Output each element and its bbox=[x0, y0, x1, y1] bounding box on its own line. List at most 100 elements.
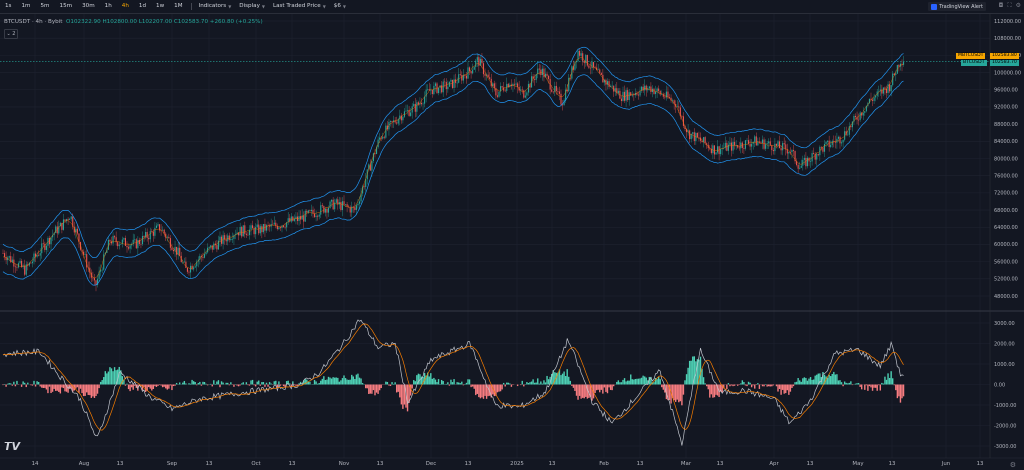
candle-body bbox=[526, 92, 528, 96]
candle-body bbox=[696, 132, 698, 138]
histogram-bar bbox=[561, 373, 564, 385]
histogram-bar bbox=[864, 384, 866, 390]
candle-body bbox=[848, 126, 850, 135]
histogram-bar bbox=[389, 384, 392, 387]
candle-body bbox=[300, 216, 302, 220]
histogram-bar bbox=[388, 384, 390, 386]
candle-body bbox=[783, 143, 785, 145]
candle-body bbox=[651, 88, 653, 92]
collapse-indicators-button[interactable]: ⌄ 2 bbox=[4, 29, 18, 39]
histogram-bar bbox=[659, 379, 661, 385]
histogram-bar bbox=[901, 384, 903, 399]
histogram-bar bbox=[761, 384, 764, 387]
histogram-bar bbox=[558, 369, 561, 385]
candle-body bbox=[436, 83, 438, 94]
histogram-bar bbox=[715, 384, 717, 395]
settings-icon[interactable]: ⚙ bbox=[1015, 2, 1021, 9]
price-axis-label: 100000.00 bbox=[994, 70, 1021, 76]
candle-body bbox=[672, 100, 674, 101]
candle-body bbox=[75, 228, 77, 233]
candle-body bbox=[84, 254, 86, 255]
histogram-bar bbox=[468, 379, 471, 385]
histogram-bar bbox=[199, 381, 201, 385]
candle-body bbox=[543, 68, 545, 78]
candle-body bbox=[535, 74, 537, 80]
candle-body bbox=[591, 62, 593, 69]
timeframe-1w[interactable]: 1w bbox=[156, 3, 165, 9]
timeframe-1h[interactable]: 1h bbox=[104, 3, 112, 9]
timeframe-1s[interactable]: 1s bbox=[5, 3, 12, 9]
candle-body bbox=[141, 236, 144, 245]
candle-body bbox=[664, 96, 666, 98]
candle-body bbox=[504, 90, 506, 92]
timeframe-15m[interactable]: 15m bbox=[59, 3, 73, 9]
histogram-bar bbox=[710, 384, 713, 395]
price-axis-label: 84000.00 bbox=[994, 139, 1018, 145]
candle-body bbox=[839, 136, 841, 144]
candle-body bbox=[768, 141, 770, 144]
histogram-bar bbox=[876, 384, 878, 391]
histogram-bar bbox=[502, 382, 505, 385]
candle-body bbox=[588, 65, 590, 68]
candle-body bbox=[569, 77, 571, 79]
tradingview-alert-button[interactable]: TradingView Alert bbox=[928, 2, 986, 11]
timeframe-30m[interactable]: 30m bbox=[82, 3, 95, 9]
candle-body bbox=[317, 215, 319, 217]
candle-body bbox=[408, 110, 410, 116]
candle-body bbox=[134, 239, 136, 241]
candle-body bbox=[28, 262, 30, 266]
timeframe-1d[interactable]: 1d bbox=[138, 3, 147, 9]
candle-body bbox=[129, 245, 131, 249]
osc-axis-label: 0.00 bbox=[994, 382, 1005, 388]
candle-body bbox=[307, 210, 309, 213]
price-type-dropdown[interactable]: Last Traded Price ▼ bbox=[269, 0, 330, 13]
chart-settings-icon[interactable]: ⚙ bbox=[1009, 461, 1016, 469]
histogram-bar bbox=[456, 382, 458, 385]
indicators-button[interactable]: Indicators ▼ bbox=[195, 0, 236, 13]
histogram-bar bbox=[369, 384, 372, 394]
histogram-bar bbox=[103, 377, 105, 385]
candle-body bbox=[805, 157, 807, 167]
timeframe-5m[interactable]: 5m bbox=[40, 3, 50, 9]
histogram-bar bbox=[326, 379, 328, 385]
candle-body bbox=[850, 126, 852, 128]
fullscreen-icon[interactable]: ⛶ bbox=[1007, 2, 1012, 9]
display-button[interactable]: Display ▼ bbox=[235, 0, 269, 13]
time-axis-label: 13 bbox=[807, 461, 814, 467]
timeframe-1M[interactable]: 1M bbox=[174, 3, 183, 9]
candle-body bbox=[438, 87, 440, 94]
camera-icon[interactable]: ◘ bbox=[998, 2, 1004, 9]
candle-body bbox=[599, 69, 601, 73]
histogram-bar bbox=[482, 384, 485, 399]
histogram-bar bbox=[450, 379, 452, 385]
histogram-bar bbox=[334, 377, 336, 385]
candle-body bbox=[168, 236, 170, 239]
histogram-bar bbox=[865, 384, 868, 386]
histogram-bar bbox=[11, 384, 13, 386]
candle-body bbox=[292, 216, 294, 221]
histogram-bar bbox=[789, 384, 792, 392]
histogram-bar bbox=[797, 378, 799, 385]
histogram-bar bbox=[802, 378, 804, 385]
candle-body bbox=[699, 137, 702, 141]
candle-body bbox=[193, 267, 195, 270]
candle-body bbox=[858, 119, 860, 121]
histogram-bar bbox=[795, 381, 798, 385]
timeframe-4h[interactable]: 4h bbox=[121, 3, 129, 9]
candle-body bbox=[586, 54, 588, 66]
histogram-bar bbox=[874, 384, 877, 388]
candle-body bbox=[152, 231, 154, 236]
candle-body bbox=[490, 78, 492, 87]
candle-body bbox=[70, 216, 72, 219]
histogram-bar bbox=[225, 382, 227, 385]
candle-body bbox=[321, 205, 323, 207]
currency-dropdown[interactable]: $6 ▼ bbox=[330, 0, 350, 13]
candle-body bbox=[644, 85, 646, 91]
timeframe-1m[interactable]: 1m bbox=[21, 3, 31, 9]
candle-body bbox=[151, 231, 153, 232]
candle-body bbox=[208, 246, 210, 248]
histogram-bar bbox=[582, 384, 584, 398]
legend-exchange: Bybit bbox=[48, 19, 63, 25]
candle-body bbox=[360, 193, 362, 202]
